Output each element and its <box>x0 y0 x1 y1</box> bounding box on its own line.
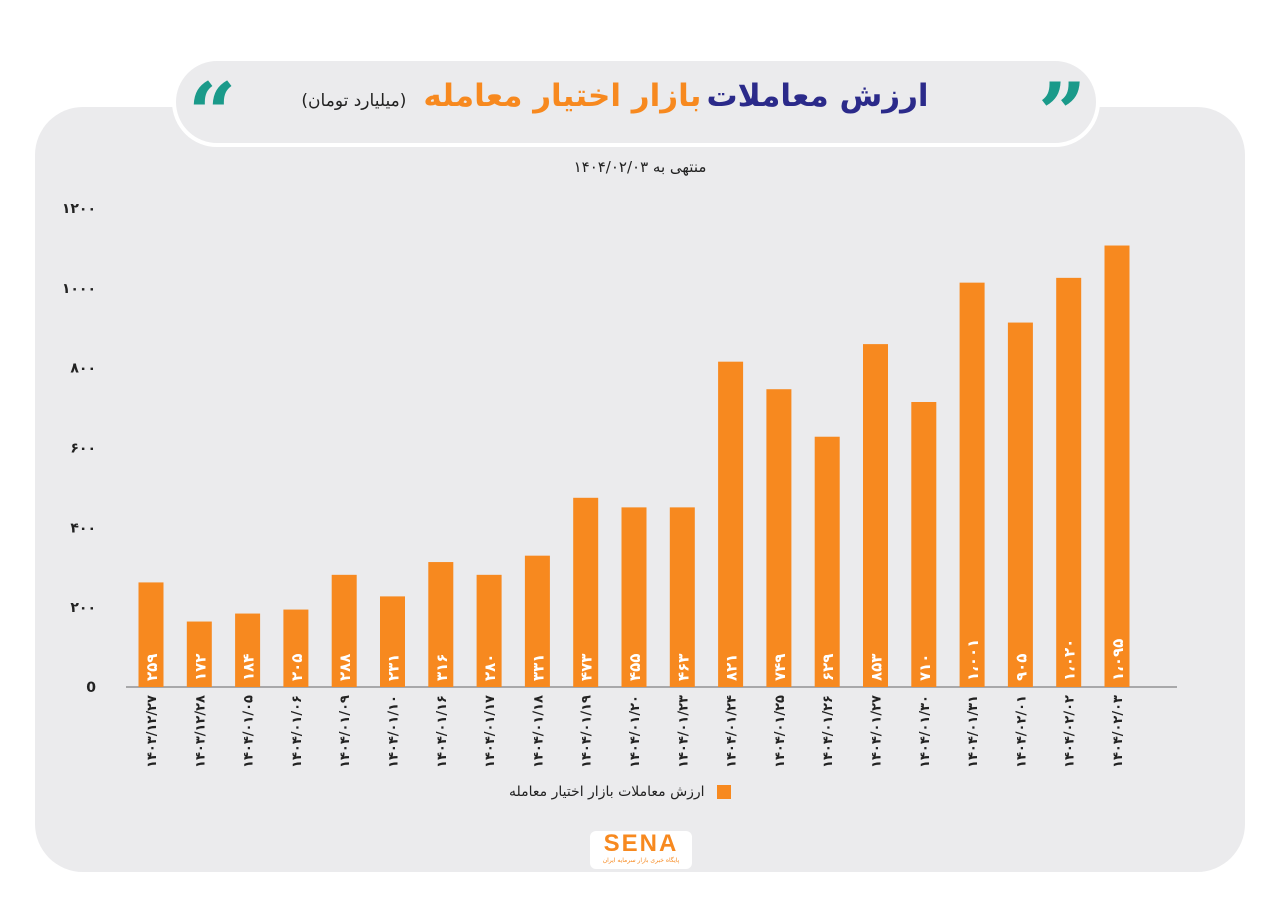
bar-value-label: ۲۳۱ <box>385 654 403 681</box>
x-tick-label: ۱۴۰۴/۰۱/۰۵ <box>242 695 257 768</box>
bar <box>718 361 744 687</box>
bar-value-label: ۳۳۱ <box>529 654 547 681</box>
bar-value-label: ۷۴۹ <box>771 654 789 681</box>
bar-value-label: ۲۵۹ <box>143 654 161 681</box>
x-tick-label: ۱۴۰۴/۰۱/۱۷ <box>483 695 498 768</box>
chart-subtitle: منتهی به ۱۴۰۴/۰۲/۰۳ <box>573 158 707 176</box>
x-tick-label: ۱۴۰۴/۰۱/۳۱ <box>966 695 981 768</box>
bar-value-label: ۷۱۰ <box>916 654 934 681</box>
title-part-main: ارزش معاملات <box>706 78 929 114</box>
bar-value-label: ۸۵۳ <box>868 654 886 681</box>
x-tick-label: ۱۴۰۴/۰۱/۱۰ <box>387 695 402 768</box>
bar <box>814 436 840 687</box>
bar <box>669 507 695 687</box>
title-banner <box>172 57 1100 147</box>
y-tick-label: ۶۰۰ <box>70 441 96 457</box>
bar-value-label: ۳۱۶ <box>433 654 451 681</box>
bar <box>1007 322 1033 687</box>
x-tick-label: ۱۴۰۴/۰۱/۲۴ <box>725 695 740 768</box>
y-tick-label: ۱۰۰۰ <box>62 281 96 297</box>
bar-value-label: ۱،۰۹۵ <box>1109 639 1127 681</box>
y-tick-label: 0 <box>86 680 96 696</box>
bar <box>863 344 888 687</box>
x-tick-label: ۱۴۰۴/۰۱/۱۹ <box>580 695 595 768</box>
title-unit: (میلیارد تومان) <box>301 91 407 111</box>
x-tick-label: ۱۴۰۴/۰۱/۲۰ <box>628 695 643 768</box>
bar-value-label: ۱۷۲ <box>191 654 209 681</box>
x-tick-label: ۱۴۰۴/۰۱/۱۸ <box>531 695 546 768</box>
bar-value-label: ۶۲۹ <box>819 654 837 681</box>
bar <box>621 507 647 687</box>
bar <box>428 562 454 687</box>
x-tick-label: ۱۴۰۴/۰۱/۲۶ <box>821 695 836 768</box>
bar <box>331 574 357 687</box>
page-title: ارزش معاملات بازار اختیار معامله (میلیار… <box>250 78 980 124</box>
bar <box>959 282 985 687</box>
chart-legend: ارزش معاملات بازار اختیار معامله <box>470 784 770 804</box>
x-tick-label: ۱۴۰۴/۰۱/۲۷ <box>870 695 885 768</box>
bar <box>766 389 792 687</box>
legend-swatch-icon <box>717 785 732 799</box>
title-part-accent: بازار اختیار معامله <box>423 78 702 114</box>
x-tick-label: ۱۴۰۴/۰۱/۱۶ <box>435 695 450 768</box>
bar <box>911 401 937 687</box>
bar <box>524 555 550 687</box>
x-tick-label: ۱۴۰۴/۰۱/۰۹ <box>338 695 353 768</box>
bar-value-label: ۲۸۸ <box>336 654 354 681</box>
sena-logo: SENA پایگاه خبری بازار سرمایه ایران <box>590 831 692 869</box>
bar <box>1056 277 1082 687</box>
bar <box>1104 245 1130 687</box>
bar-value-label: ۴۶۳ <box>674 654 692 681</box>
y-tick-label: ۴۰۰ <box>70 520 96 536</box>
x-tick-label: ۱۴۰۴/۰۲/۰۲ <box>1063 695 1078 768</box>
bar-value-label: ۱،۰۲۰ <box>1061 639 1079 681</box>
legend-label: ارزش معاملات بازار اختیار معامله <box>508 784 705 800</box>
quote-close-icon: ” <box>1038 64 1087 163</box>
x-tick-label: ۱۴۰۴/۰۱/۲۵ <box>773 695 788 768</box>
bar <box>283 609 309 687</box>
x-tick-label: ۱۴۰۴/۰۱/۰۶ <box>290 695 305 768</box>
logo-text: SENA <box>603 830 679 857</box>
bar <box>573 497 599 687</box>
x-tick-label: ۱۴۰۴/۰۱/۳۰ <box>918 695 933 768</box>
bar-value-label: ۴۵۵ <box>626 654 644 681</box>
bar-value-label: ۴۷۳ <box>578 654 596 681</box>
bar-value-label: ۸۲۱ <box>723 654 741 681</box>
bar-value-label: ۹۰۵ <box>1012 654 1030 681</box>
quote-open-icon: “ <box>188 64 237 163</box>
x-tick-label: ۱۴۰۴/۰۲/۰۱ <box>1014 695 1029 768</box>
bar <box>186 621 212 687</box>
y-tick-label: ۱۲۰۰ <box>62 201 96 217</box>
bar <box>380 596 405 687</box>
x-tick-label: ۱۴۰۳/۱۲/۲۸ <box>193 695 208 768</box>
logo-tagline: پایگاه خبری بازار سرمایه ایران <box>602 857 680 864</box>
bar <box>476 574 502 687</box>
bar <box>235 613 261 687</box>
x-tick-label: ۱۴۰۴/۰۲/۰۳ <box>1111 695 1126 768</box>
y-tick-label: ۸۰۰ <box>70 361 96 377</box>
chart-card <box>35 107 1245 872</box>
x-tick-label: ۱۴۰۴/۰۱/۲۳ <box>676 695 691 768</box>
x-tick-label: ۱۴۰۳/۱۲/۲۷ <box>145 695 160 768</box>
bar-value-label: ۱،۰۰۱ <box>964 639 982 681</box>
bar-value-label: ۲۰۵ <box>288 654 306 681</box>
bar-value-label: ۲۸۰ <box>481 654 499 681</box>
bar <box>138 582 164 687</box>
y-tick-label: ۲۰۰ <box>70 600 96 616</box>
bar-value-label: ۱۸۴ <box>240 654 258 681</box>
